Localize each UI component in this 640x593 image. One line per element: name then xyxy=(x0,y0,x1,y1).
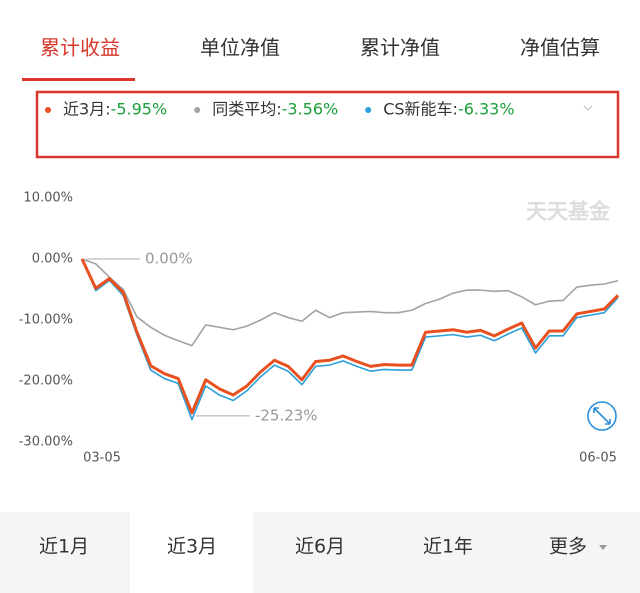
tab[interactable]: 单位净值 xyxy=(200,36,280,60)
legend-value: -5.95% xyxy=(111,100,168,119)
tab-underline xyxy=(22,78,135,81)
y-tick-label: -20.00% xyxy=(19,374,73,389)
tab[interactable]: 累计净值 xyxy=(360,36,440,60)
more-caret xyxy=(599,545,607,550)
legend-name: CS新能车: xyxy=(383,100,458,119)
legend-dot xyxy=(45,107,51,113)
y-tick-label: -10.00% xyxy=(19,313,73,328)
period-tab[interactable]: 近3月 xyxy=(167,536,217,558)
legend-name: 近3月: xyxy=(63,100,111,119)
annotation-label: -25.23% xyxy=(255,406,318,424)
period-tab[interactable]: 近6月 xyxy=(295,536,345,558)
period-tab[interactable]: 近1年 xyxy=(423,536,473,558)
series-line xyxy=(80,258,620,415)
legend-name: 同类平均: xyxy=(212,100,281,119)
expand-icon[interactable] xyxy=(587,401,617,431)
y-tick-label: -30.00% xyxy=(19,435,73,450)
legend-value: -6.33% xyxy=(458,100,515,119)
annotation-label: 0.00% xyxy=(145,250,193,268)
watermark: 天天基金 xyxy=(526,199,611,224)
period-tab[interactable]: 近1月 xyxy=(39,536,89,558)
y-tick-label: 0.00% xyxy=(32,252,73,267)
tab[interactable]: 累计收益 xyxy=(40,36,120,60)
legend-box xyxy=(35,90,620,159)
legend-dot xyxy=(194,107,201,113)
y-tick-label: 10.00% xyxy=(23,191,73,206)
series-line xyxy=(81,258,619,347)
legend-chevron[interactable] xyxy=(583,105,593,111)
legend-dot xyxy=(365,107,372,113)
tab[interactable]: 净值估算 xyxy=(520,36,600,60)
series-line xyxy=(81,258,619,421)
x-tick-label: 06-05 xyxy=(579,451,617,466)
period-tab[interactable]: 更多 xyxy=(549,536,587,558)
x-tick-label: 03-05 xyxy=(83,451,121,466)
expand-arrows xyxy=(593,407,611,425)
period-active-bg xyxy=(130,512,253,593)
legend-value: -3.56% xyxy=(282,100,339,119)
period-bar xyxy=(0,512,640,593)
